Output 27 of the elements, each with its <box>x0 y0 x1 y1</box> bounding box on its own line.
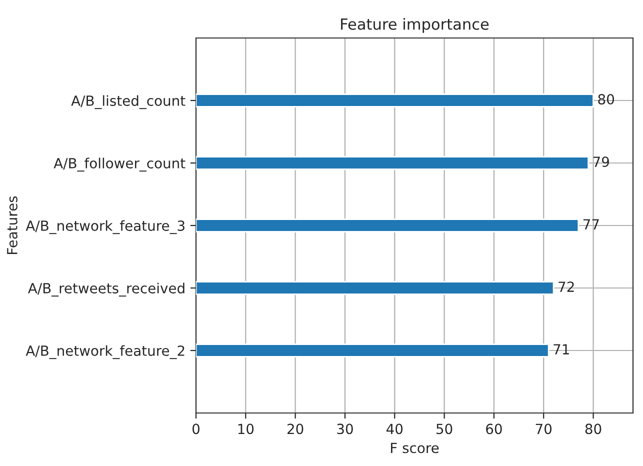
y-tick-label: A/B_network_feature_2 <box>26 345 184 360</box>
data-label: 77 <box>583 219 599 230</box>
y-tick-label: A/B_follower_count <box>54 158 186 172</box>
data-label: 80 <box>598 94 614 105</box>
x-tick-label: 30 <box>337 424 353 434</box>
y-tick-label: A/B_network_feature_3 <box>26 220 184 234</box>
bar <box>196 218 580 232</box>
bar <box>196 94 594 108</box>
bar <box>196 281 554 295</box>
x-tick-label: 60 <box>486 424 502 434</box>
y-tick-label: A/B_listed_count <box>71 95 186 110</box>
x-axis-title: F score <box>391 442 439 454</box>
x-tick-label: 10 <box>238 424 254 434</box>
y-axis-title: Features <box>7 196 18 254</box>
data-label: 72 <box>558 282 574 292</box>
x-tick-label: 20 <box>288 424 304 434</box>
x-tick-label: 40 <box>386 424 403 434</box>
x-tick-label: 80 <box>585 424 602 434</box>
bar <box>196 156 589 170</box>
x-tick-label: 70 <box>536 424 552 434</box>
x-tick-label: 50 <box>436 424 452 434</box>
y-tick-label: A/B_retweets_received <box>28 282 184 297</box>
chart-title: Feature importance <box>341 18 489 33</box>
bar <box>196 344 550 358</box>
data-label: 79 <box>593 156 609 168</box>
x-tick-label: 0 <box>192 424 200 434</box>
data-label: 71 <box>554 344 569 354</box>
